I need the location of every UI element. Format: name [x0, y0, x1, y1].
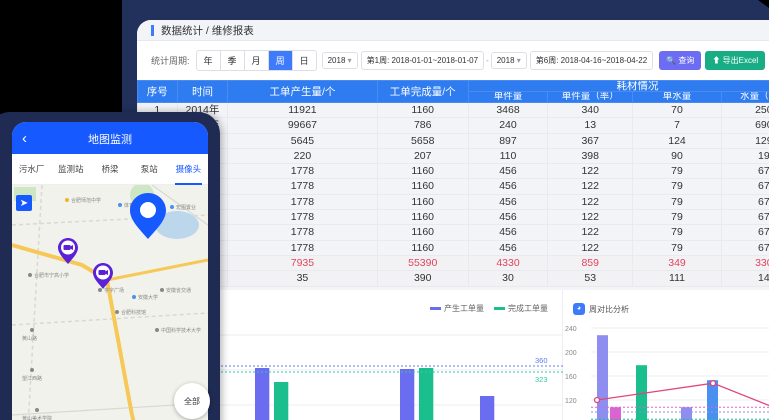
svg-text:安徽省交通: 安徽省交通: [166, 287, 191, 294]
svg-text:合肥市宁高小学: 合肥市宁高小学: [34, 272, 69, 279]
svg-text:120: 120: [565, 398, 577, 405]
svg-text:宏图置业: 宏图置业: [176, 204, 196, 211]
svg-text:240: 240: [565, 326, 577, 333]
svg-text:360: 360: [535, 356, 548, 365]
svg-text:黄山路: 黄山路: [22, 335, 37, 342]
svg-text:黄山美术学院: 黄山美术学院: [22, 415, 52, 420]
svg-text:160: 160: [565, 374, 577, 381]
svg-text:望江西路: 望江西路: [22, 375, 42, 382]
svg-text:323: 323: [535, 375, 548, 384]
svg-text:合肥师范中学: 合肥师范中学: [71, 197, 101, 204]
svg-text:200: 200: [565, 350, 577, 357]
svg-text:合肥科技馆: 合肥科技馆: [121, 309, 146, 316]
svg-text:安徽大学: 安徽大学: [138, 294, 158, 301]
svg-text:中国科学技术大学: 中国科学技术大学: [161, 327, 201, 334]
